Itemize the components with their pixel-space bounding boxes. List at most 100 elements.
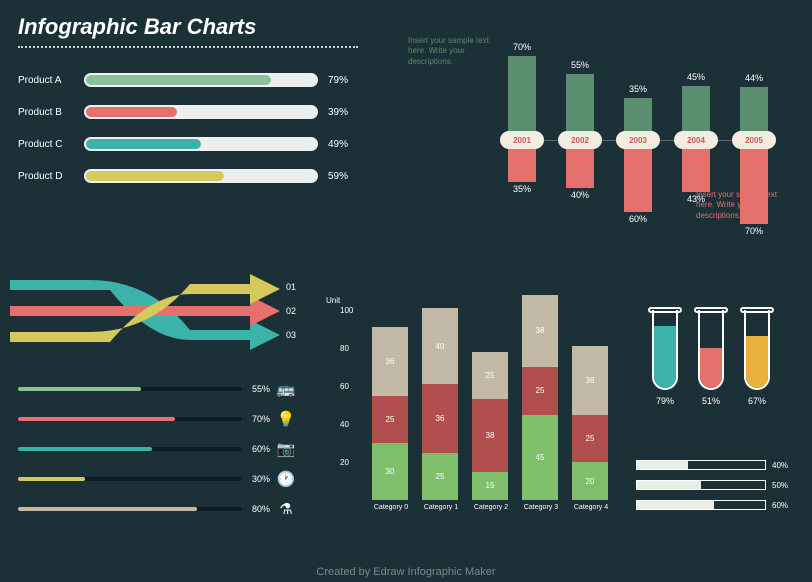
- test-tube: 67%: [744, 310, 770, 406]
- diverge-up-label: 55%: [566, 60, 594, 70]
- icon-bar-chart: 55% 🚌 70% 💡 60% 📷 30% 🕐 80% ⚗: [18, 378, 298, 528]
- product-pct: 49%: [318, 139, 358, 150]
- icon-bar-row: 70% 💡: [18, 408, 298, 430]
- stacked-category-label: Category 4: [566, 504, 616, 511]
- diverge-up-label: 70%: [508, 42, 536, 52]
- icon-fill: [18, 477, 85, 481]
- progress-track: [636, 500, 766, 510]
- product-fill: [86, 171, 224, 181]
- tube-pct: 79%: [652, 396, 678, 406]
- stacked-segment: 36: [372, 327, 408, 395]
- icon-bar-row: 60% 📷: [18, 438, 298, 460]
- product-fill: [86, 139, 201, 149]
- tube-pct: 51%: [698, 396, 724, 406]
- diverge-down-bar: [740, 140, 768, 224]
- product-pct: 59%: [318, 171, 358, 182]
- product-row: Product A 79%: [18, 70, 358, 90]
- icon-fill: [18, 387, 141, 391]
- diverge-up-label: 45%: [682, 72, 710, 82]
- stacked-segment: 30: [372, 443, 408, 500]
- diverging-bar-chart: Insert your sample text here. Write your…: [418, 20, 788, 250]
- icon-glyph: 📷: [274, 440, 298, 458]
- icon-track: [18, 507, 242, 511]
- product-row: Product D 59%: [18, 166, 358, 186]
- title-underline: [18, 46, 358, 48]
- footer-credit: Created by Edraw Infographic Maker: [0, 566, 812, 578]
- tube-fill: [654, 326, 676, 388]
- page-title: Infographic Bar Charts: [18, 14, 256, 40]
- product-pct: 39%: [318, 107, 358, 118]
- diverge-year-pill: 2005: [732, 131, 776, 149]
- progress-fill: [637, 461, 688, 469]
- tube-glass: [652, 310, 678, 390]
- crossing-arrows: 01 02 03: [10, 270, 300, 350]
- stacked-ytick: 20: [340, 458, 349, 467]
- arrows-svg: [10, 270, 300, 354]
- tube-glass: [698, 310, 724, 390]
- product-fill: [86, 107, 177, 117]
- stacked-category-label: Category 0: [366, 504, 416, 511]
- diverge-down-label: 60%: [624, 214, 652, 224]
- diverge-up-label: 35%: [624, 84, 652, 94]
- stacked-segment: 40: [422, 308, 458, 384]
- progress-fill: [637, 501, 714, 509]
- icon-track: [18, 447, 242, 451]
- stacked-segment: 15: [472, 472, 508, 501]
- icon-bar-row: 30% 🕐: [18, 468, 298, 490]
- icon-pct: 55%: [242, 384, 274, 394]
- callout-top: Insert your sample text here. Write your…: [408, 36, 498, 67]
- stacked-category-label: Category 1: [416, 504, 466, 511]
- stacked-column: 362530: [372, 327, 408, 500]
- stacked-segment: 25: [472, 352, 508, 400]
- icon-fill: [18, 447, 152, 451]
- test-tubes-chart: 79% 51% 67%: [640, 310, 800, 430]
- progress-track: [636, 460, 766, 470]
- icon-track: [18, 387, 242, 391]
- arrow-label-3: 03: [286, 330, 296, 340]
- product-label: Product A: [18, 75, 84, 86]
- product-track: [84, 73, 318, 87]
- diverge-year-pill: 2004: [674, 131, 718, 149]
- tube-fill: [746, 336, 768, 388]
- stacked-segment: 25: [522, 367, 558, 415]
- progress-fill: [637, 481, 701, 489]
- progress-track: [636, 480, 766, 490]
- diverge-down-label: 35%: [508, 184, 536, 194]
- progress-row: 50%: [636, 480, 796, 490]
- icon-pct: 70%: [242, 414, 274, 424]
- icon-glyph: 🕐: [274, 470, 298, 488]
- test-tube: 51%: [698, 310, 724, 406]
- stacked-segment: 38: [522, 295, 558, 367]
- tube-pct: 67%: [744, 396, 770, 406]
- progress-row: 60%: [636, 500, 796, 510]
- stacked-column: 403625: [422, 308, 458, 500]
- stacked-segment: 36: [422, 384, 458, 452]
- product-fill: [86, 75, 271, 85]
- progress-pct: 50%: [766, 481, 796, 490]
- icon-fill: [18, 417, 175, 421]
- icon-track: [18, 477, 242, 481]
- icon-glyph: 🚌: [274, 380, 298, 398]
- diverge-up-bar: [508, 56, 536, 140]
- product-pct: 79%: [318, 75, 358, 86]
- product-track: [84, 137, 318, 151]
- product-label: Product B: [18, 107, 84, 118]
- stacked-ylabel: Unit: [326, 296, 340, 305]
- icon-glyph: 💡: [274, 410, 298, 428]
- product-track: [84, 105, 318, 119]
- stacked-column: 253815: [472, 352, 508, 500]
- icon-fill: [18, 507, 197, 511]
- icon-bar-row: 80% ⚗: [18, 498, 298, 520]
- stacked-category-label: Category 2: [466, 504, 516, 511]
- test-tube: 79%: [652, 310, 678, 406]
- product-row: Product C 49%: [18, 134, 358, 154]
- tube-fill: [700, 348, 722, 388]
- diverge-down-label: 43%: [682, 194, 710, 204]
- stacked-segment: 38: [472, 399, 508, 471]
- stacked-segment: 25: [572, 415, 608, 463]
- diverge-year-pill: 2001: [500, 131, 544, 149]
- product-bar-chart: Product A 79% Product B 39% Product C 49% P…: [18, 70, 358, 198]
- stacked-ytick: 80: [340, 344, 349, 353]
- stacked-category-label: Category 3: [516, 504, 566, 511]
- stacked-ytick: 40: [340, 420, 349, 429]
